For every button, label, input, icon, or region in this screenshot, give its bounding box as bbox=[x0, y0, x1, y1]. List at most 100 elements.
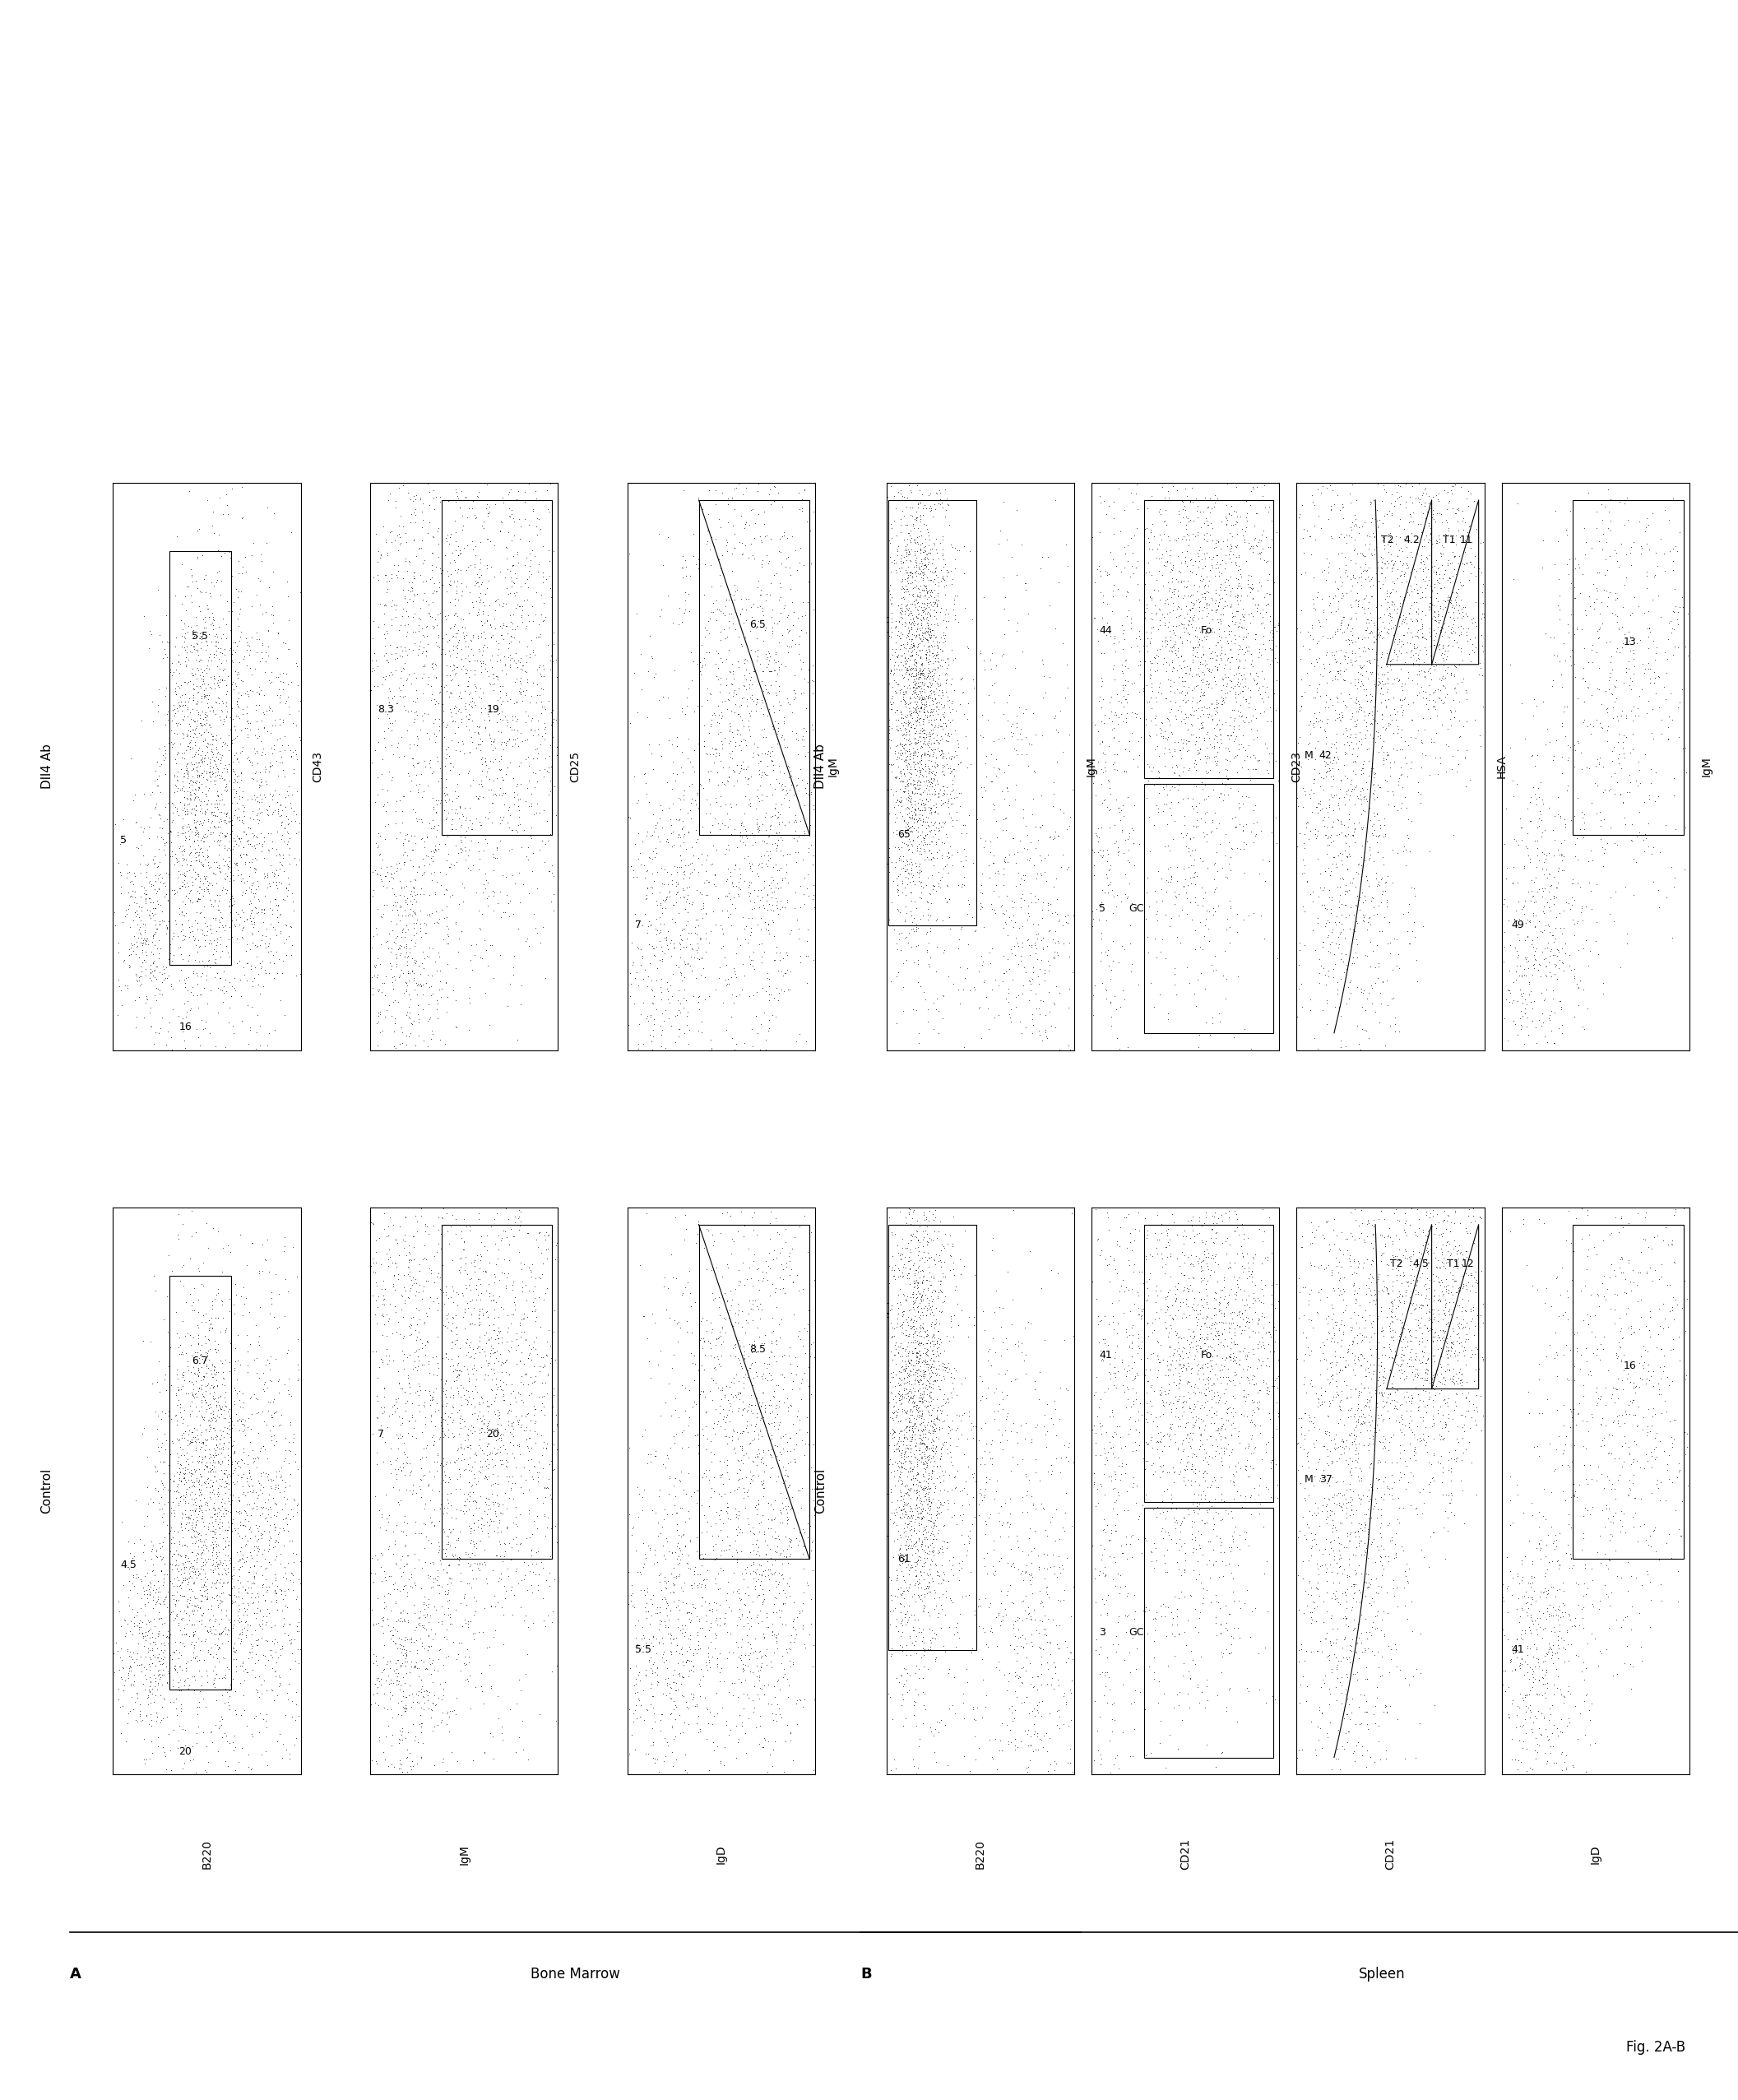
Point bbox=[909, 1472, 937, 1506]
Point bbox=[480, 724, 507, 758]
Point bbox=[419, 1382, 447, 1415]
Point bbox=[730, 796, 758, 830]
Point bbox=[1032, 1012, 1060, 1046]
Point bbox=[737, 1292, 765, 1325]
Point bbox=[912, 718, 940, 752]
Bar bbox=[1144, 500, 1274, 777]
Point bbox=[179, 1743, 207, 1777]
Point bbox=[746, 769, 773, 802]
Point bbox=[1118, 1340, 1145, 1373]
Point bbox=[407, 531, 434, 565]
Point bbox=[205, 1632, 233, 1665]
Point bbox=[174, 758, 202, 792]
Point bbox=[1413, 1191, 1441, 1224]
Point bbox=[167, 1693, 195, 1726]
Point bbox=[457, 1512, 485, 1546]
Point bbox=[170, 630, 198, 664]
Point bbox=[872, 1586, 900, 1619]
Point bbox=[198, 1310, 226, 1344]
Point bbox=[506, 664, 534, 697]
Point bbox=[890, 1575, 918, 1609]
Point bbox=[1582, 750, 1609, 783]
Point bbox=[1234, 563, 1262, 596]
Point bbox=[125, 890, 153, 924]
Point bbox=[1340, 1266, 1368, 1300]
Point bbox=[287, 716, 315, 750]
Point bbox=[139, 886, 167, 920]
Point bbox=[801, 544, 829, 578]
Point bbox=[751, 1722, 779, 1756]
Point bbox=[911, 827, 939, 861]
Point bbox=[641, 811, 669, 844]
Point bbox=[1528, 1621, 1556, 1655]
Point bbox=[99, 857, 127, 890]
Point bbox=[188, 1670, 216, 1703]
Point bbox=[514, 1743, 542, 1777]
Point bbox=[1382, 622, 1410, 655]
Point bbox=[1368, 685, 1396, 718]
Point bbox=[1545, 592, 1573, 626]
Point bbox=[655, 1300, 683, 1334]
Point bbox=[1550, 691, 1578, 724]
Point bbox=[879, 1403, 907, 1436]
Point bbox=[1031, 1399, 1058, 1432]
Point bbox=[123, 1642, 151, 1676]
Point bbox=[127, 920, 155, 953]
Point bbox=[638, 987, 666, 1021]
Point bbox=[1184, 1336, 1211, 1369]
Point bbox=[1264, 1361, 1291, 1394]
Point bbox=[1147, 1191, 1175, 1224]
Point bbox=[542, 731, 570, 764]
Point bbox=[243, 1537, 271, 1571]
Point bbox=[438, 704, 466, 737]
Point bbox=[886, 1380, 914, 1413]
Point bbox=[1204, 653, 1232, 687]
Point bbox=[1342, 695, 1370, 729]
Point bbox=[872, 1485, 900, 1518]
Point bbox=[153, 1615, 181, 1648]
Point bbox=[438, 483, 466, 517]
Point bbox=[176, 720, 203, 754]
Point bbox=[1151, 517, 1178, 550]
Point bbox=[254, 1029, 282, 1063]
Point bbox=[801, 746, 829, 779]
Point bbox=[1629, 1569, 1656, 1602]
Point bbox=[1345, 1707, 1373, 1741]
Point bbox=[742, 611, 770, 645]
Point bbox=[1175, 781, 1203, 815]
Point bbox=[226, 901, 254, 935]
Point bbox=[539, 722, 567, 756]
Point bbox=[1425, 1283, 1453, 1317]
Point bbox=[1304, 575, 1331, 609]
Point bbox=[1330, 1424, 1357, 1457]
Point bbox=[1401, 1342, 1429, 1376]
Point bbox=[1389, 1279, 1416, 1312]
Point bbox=[1340, 1735, 1368, 1768]
Point bbox=[1396, 1250, 1423, 1283]
Point bbox=[902, 502, 930, 536]
Point bbox=[1241, 1430, 1269, 1464]
Point bbox=[718, 867, 746, 901]
Point bbox=[883, 554, 911, 588]
Point bbox=[1144, 1491, 1171, 1525]
Point bbox=[1373, 1695, 1401, 1728]
Point bbox=[266, 1661, 294, 1695]
Point bbox=[134, 1619, 162, 1653]
Point bbox=[474, 878, 502, 911]
Point bbox=[671, 1197, 699, 1231]
Point bbox=[181, 1455, 209, 1489]
Point bbox=[1265, 903, 1293, 937]
Point bbox=[436, 1380, 464, 1413]
Point bbox=[690, 1323, 718, 1357]
Point bbox=[779, 586, 806, 619]
Point bbox=[165, 890, 193, 924]
Point bbox=[1370, 1264, 1397, 1298]
Point bbox=[1309, 1495, 1337, 1529]
Point bbox=[892, 729, 919, 762]
Point bbox=[464, 1552, 492, 1586]
Point bbox=[888, 563, 916, 596]
Point bbox=[481, 594, 509, 628]
Point bbox=[1088, 1342, 1116, 1376]
Point bbox=[1312, 666, 1340, 699]
Point bbox=[768, 1506, 796, 1539]
